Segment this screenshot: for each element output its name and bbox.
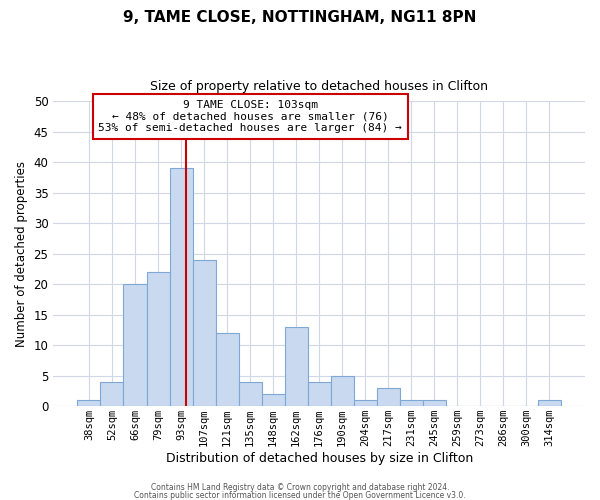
Text: 9, TAME CLOSE, NOTTINGHAM, NG11 8PN: 9, TAME CLOSE, NOTTINGHAM, NG11 8PN — [124, 10, 476, 25]
Bar — [538, 400, 561, 406]
Text: Contains public sector information licensed under the Open Government Licence v3: Contains public sector information licen… — [134, 491, 466, 500]
Bar — [193, 260, 215, 406]
Bar — [100, 382, 124, 406]
Bar — [400, 400, 423, 406]
Y-axis label: Number of detached properties: Number of detached properties — [15, 160, 28, 346]
Text: 9 TAME CLOSE: 103sqm
← 48% of detached houses are smaller (76)
53% of semi-detac: 9 TAME CLOSE: 103sqm ← 48% of detached h… — [98, 100, 402, 133]
Bar — [284, 327, 308, 406]
Bar — [215, 333, 239, 406]
Bar — [124, 284, 146, 406]
Bar — [377, 388, 400, 406]
Title: Size of property relative to detached houses in Clifton: Size of property relative to detached ho… — [150, 80, 488, 93]
Bar — [308, 382, 331, 406]
Bar — [239, 382, 262, 406]
Bar — [331, 376, 353, 406]
Bar — [262, 394, 284, 406]
Text: Contains HM Land Registry data © Crown copyright and database right 2024.: Contains HM Land Registry data © Crown c… — [151, 484, 449, 492]
Bar — [353, 400, 377, 406]
Bar — [146, 272, 170, 406]
Bar — [170, 168, 193, 406]
Bar — [77, 400, 100, 406]
Bar — [423, 400, 446, 406]
X-axis label: Distribution of detached houses by size in Clifton: Distribution of detached houses by size … — [166, 452, 473, 465]
